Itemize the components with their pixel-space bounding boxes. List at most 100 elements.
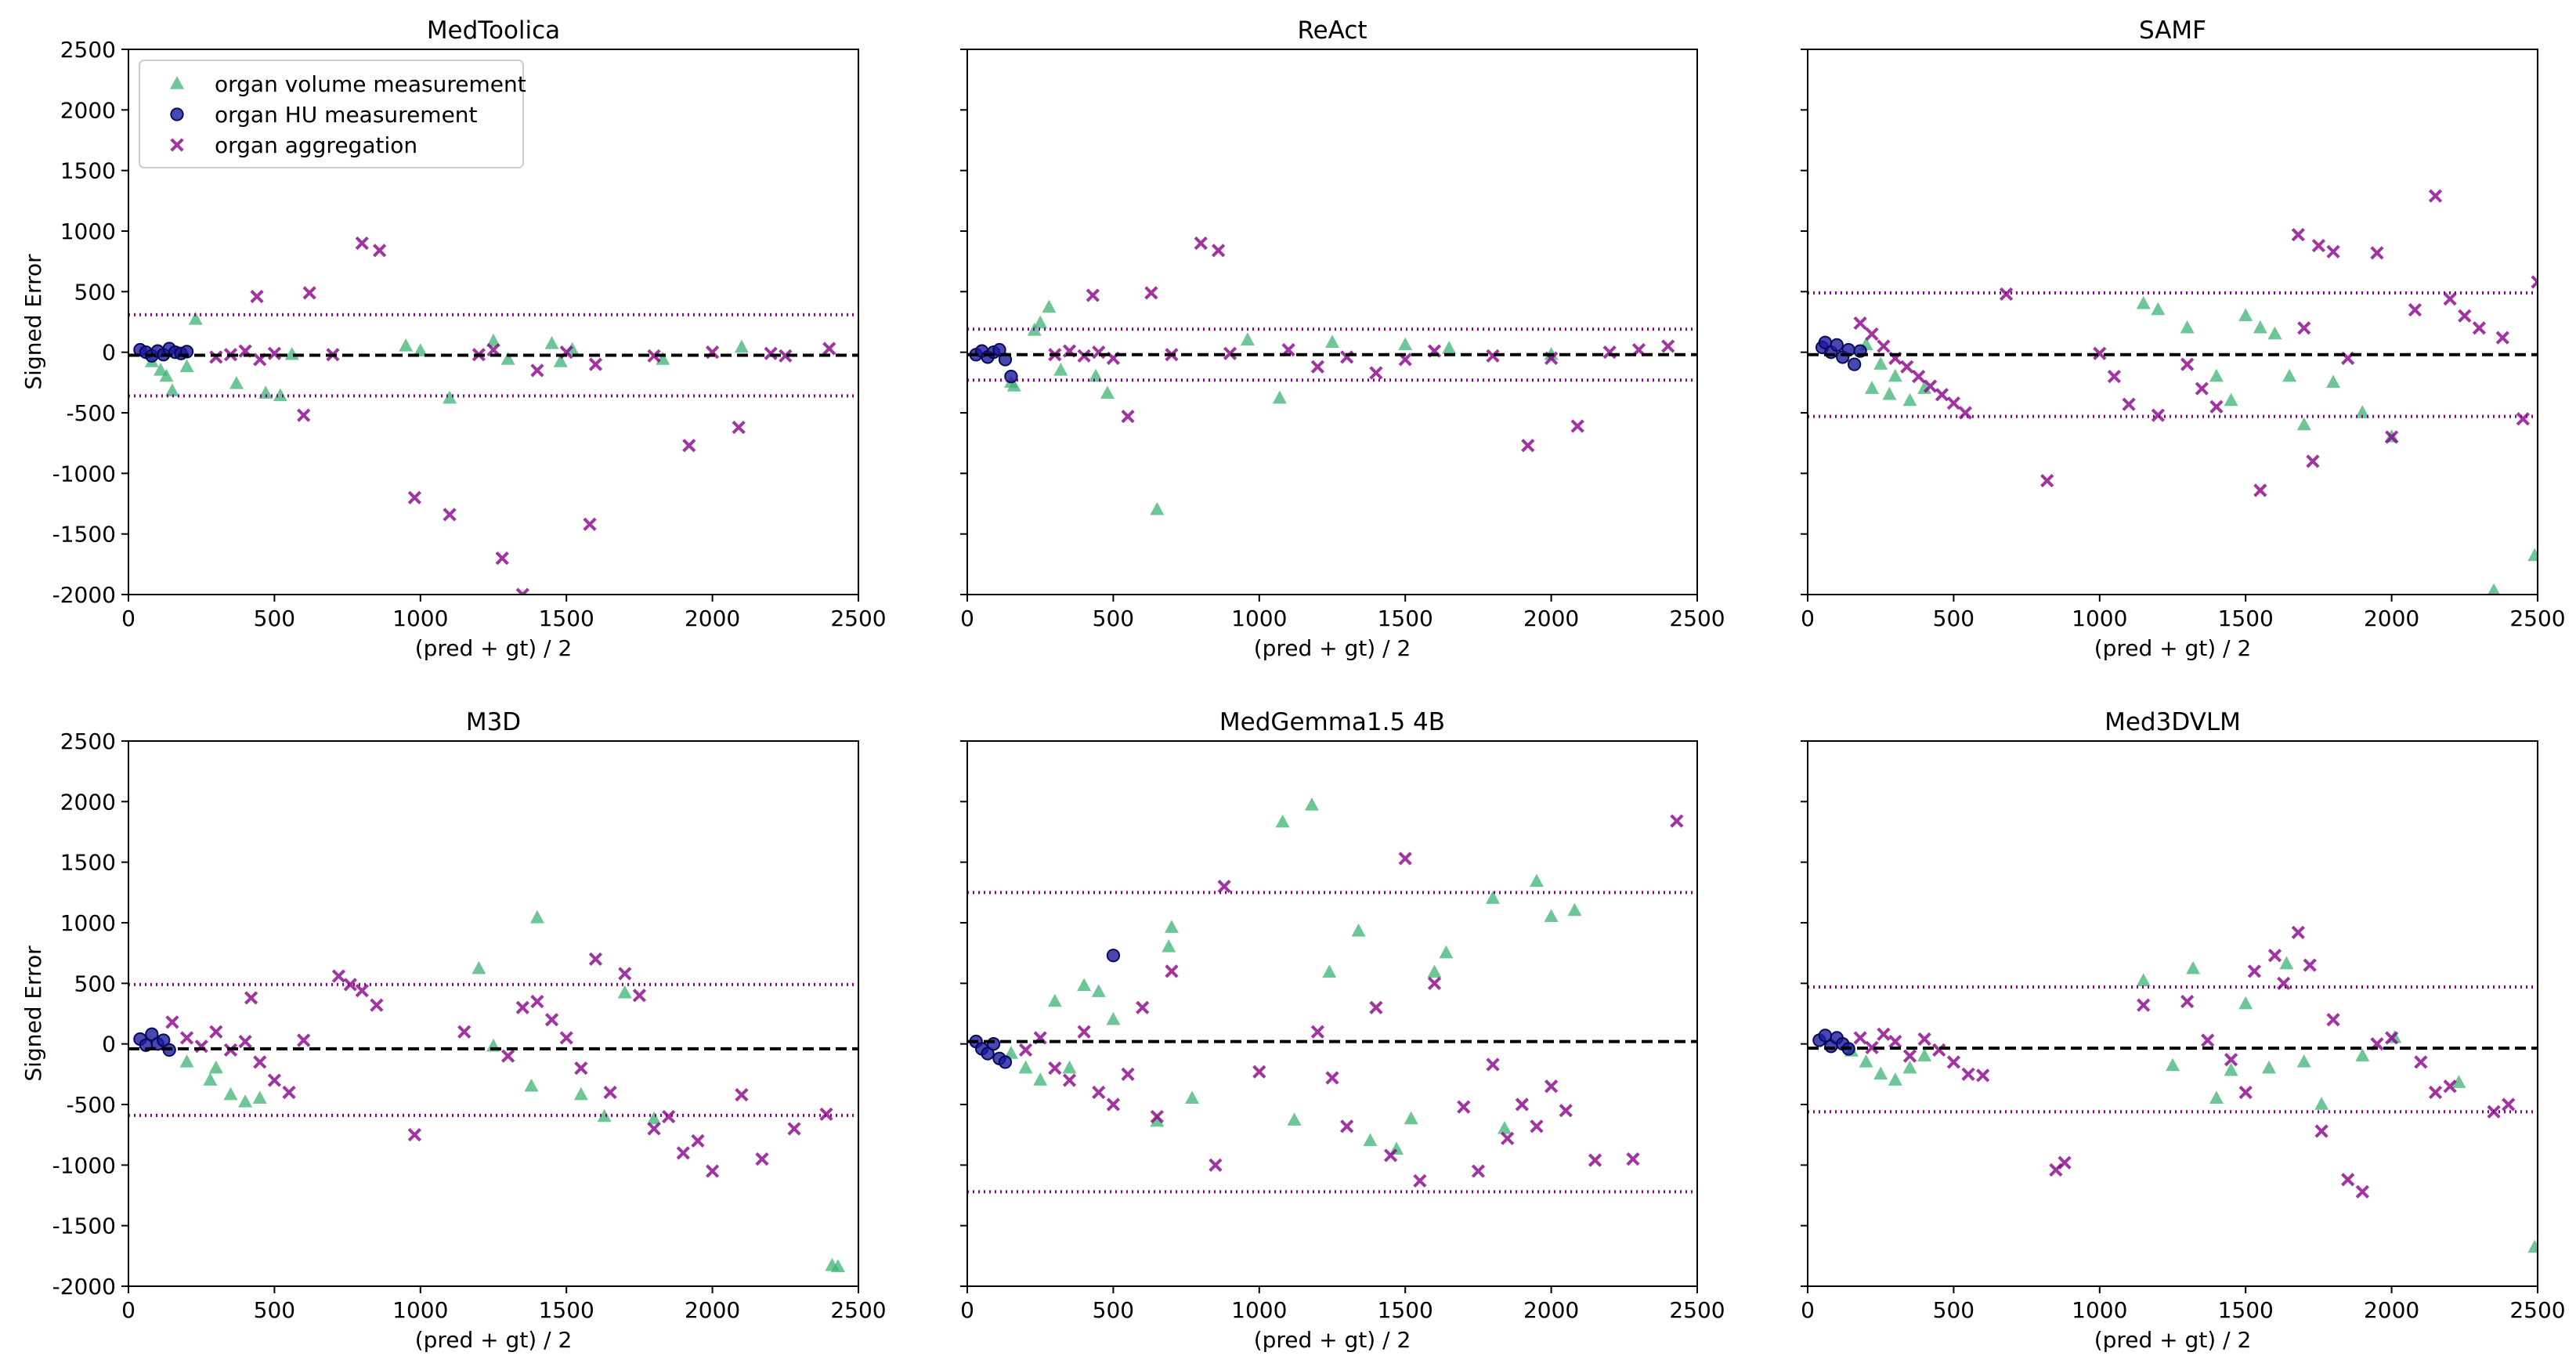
data-point — [2414, 1055, 2428, 1069]
data-point — [1340, 1119, 1354, 1133]
data-point — [1042, 299, 1057, 313]
y-tick-label: -1000 — [52, 1152, 116, 1178]
data-point — [1211, 244, 1226, 258]
data-point — [787, 1122, 801, 1136]
data-point — [676, 1146, 690, 1160]
data-point — [1165, 964, 1179, 978]
data-point — [355, 236, 369, 251]
data-point — [1853, 1031, 1867, 1045]
data-point — [1497, 1121, 1512, 1134]
data-point — [1521, 439, 1535, 453]
data-point — [179, 1031, 194, 1045]
data-point — [2487, 583, 2500, 595]
data-point — [1369, 366, 1383, 380]
legend-marker — [170, 107, 184, 121]
data-point — [2326, 374, 2341, 389]
data-point — [603, 1085, 617, 1100]
data-point — [267, 346, 282, 360]
data-point — [2297, 321, 2311, 335]
data-point — [2408, 302, 2422, 317]
data-point — [372, 244, 387, 258]
data-point — [1515, 1097, 1529, 1112]
data-point — [992, 342, 1006, 357]
x-tick-label: 1000 — [2072, 1297, 2127, 1323]
data-point — [457, 1025, 471, 1039]
data-point — [573, 1086, 588, 1101]
data-point — [2443, 291, 2457, 306]
data-point — [2314, 1124, 2329, 1138]
data-point — [238, 1094, 253, 1108]
data-point — [830, 1259, 845, 1273]
subplot: M3D 0 500 1000 1500 2000 2500 -2000 -1500 -1000 -5… — [20, 708, 887, 1353]
data-point — [1217, 879, 1231, 894]
y-tick-label: -1000 — [52, 461, 116, 486]
data-point — [2151, 408, 2165, 422]
data-point — [1486, 349, 1500, 363]
data-point — [1544, 1079, 1559, 1094]
data-point — [1209, 1158, 1223, 1172]
y-tick-label: -1500 — [52, 1213, 116, 1239]
data-point — [253, 1055, 267, 1069]
data-point — [1194, 236, 1208, 251]
x-tick-label: 2500 — [1669, 1297, 1725, 1323]
data-point — [2195, 381, 2209, 396]
data-point — [399, 338, 414, 352]
data-point — [223, 1086, 238, 1101]
data-point — [443, 508, 457, 522]
data-point — [407, 1128, 421, 1142]
x-tick-label: 0 — [960, 606, 974, 631]
data-point — [2279, 956, 2294, 970]
data-point — [1818, 1029, 1833, 1043]
y-tick-label: 1000 — [60, 910, 116, 936]
subplot: Med3DVLM 0 500 1000 1500 2000 2500 (pred + gt) … — [1801, 708, 2566, 1353]
data-point — [2209, 400, 2224, 414]
data-point — [1077, 1025, 1091, 1039]
data-point — [1047, 993, 1062, 1007]
data-point — [530, 994, 544, 1009]
data-point — [2253, 320, 2267, 334]
data-point — [1275, 814, 1290, 828]
axes-frame — [1807, 740, 2538, 1287]
x-tick-label: 1000 — [1231, 1297, 1287, 1323]
data-point — [553, 354, 568, 367]
data-point — [2180, 994, 2195, 1009]
data-point — [1661, 339, 1675, 353]
data-point — [2527, 548, 2538, 562]
data-point — [252, 1090, 267, 1104]
data-point — [2166, 1058, 2180, 1072]
data-point — [229, 375, 244, 389]
data-point — [1121, 1067, 1135, 1081]
data-point — [407, 490, 421, 504]
data-point — [1873, 1066, 1888, 1080]
data-point — [1865, 1040, 1879, 1054]
data-point — [2247, 964, 2261, 978]
data-point — [1932, 1043, 1946, 1058]
data-point — [413, 343, 428, 356]
data-point — [1033, 315, 1048, 329]
y-tick-label: 2500 — [60, 37, 116, 63]
data-point — [1398, 337, 1413, 351]
x-tick-label: 1000 — [2072, 606, 2127, 631]
data-point — [1322, 964, 1337, 978]
data-point — [1106, 1097, 1121, 1112]
data-point — [1830, 338, 1844, 352]
data-point — [2303, 958, 2317, 972]
data-point — [1559, 1104, 1573, 1118]
data-point — [2443, 1079, 2457, 1094]
data-point — [2531, 275, 2538, 289]
data-point — [1150, 1109, 1164, 1124]
axes-frame — [128, 740, 859, 1287]
x-tick-label: 2000 — [2364, 606, 2419, 631]
x-tick-label: 0 — [121, 606, 135, 631]
x-axis-label: (pred + gt) / 2 — [2094, 1327, 2252, 1353]
data-point — [1062, 1073, 1077, 1087]
data-point — [2058, 1155, 2072, 1170]
data-point — [530, 363, 544, 378]
x-tick-label: 2000 — [685, 606, 740, 631]
data-point — [2107, 369, 2122, 384]
legend-label: organ HU measurement — [215, 102, 478, 128]
data-point — [2224, 1053, 2238, 1067]
subplot-title: SAMF — [2139, 16, 2206, 45]
data-point — [284, 346, 299, 360]
